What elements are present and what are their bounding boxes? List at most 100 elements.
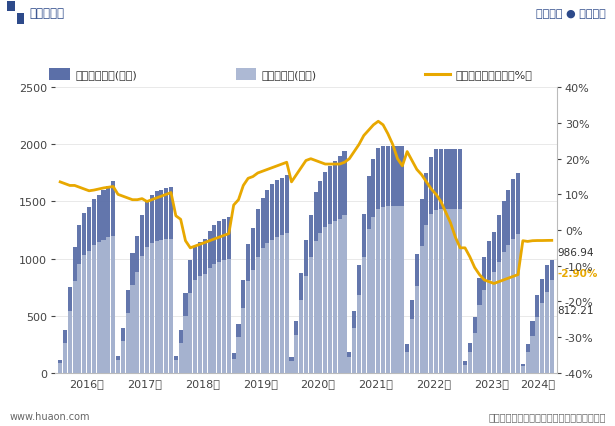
Bar xyxy=(434,210,438,373)
Bar xyxy=(376,149,380,373)
Bar xyxy=(251,228,255,373)
Bar xyxy=(236,337,240,373)
Bar xyxy=(415,286,419,373)
Bar xyxy=(448,150,453,373)
Text: www.huaon.com: www.huaon.com xyxy=(9,411,90,421)
Bar xyxy=(169,188,173,373)
Text: 数据来源：国家统计局；华经产业研究院整理: 数据来源：国家统计局；华经产业研究院整理 xyxy=(488,411,606,421)
Bar xyxy=(154,192,159,373)
Bar xyxy=(477,305,482,373)
Bar xyxy=(521,366,525,373)
Bar xyxy=(149,243,154,373)
Bar xyxy=(111,237,115,373)
Bar xyxy=(241,308,245,373)
Bar xyxy=(174,356,178,373)
Bar xyxy=(97,195,101,373)
Bar xyxy=(304,276,308,373)
Bar xyxy=(63,331,67,373)
Bar xyxy=(280,235,284,373)
Bar xyxy=(395,207,400,373)
Bar xyxy=(217,262,221,373)
Bar xyxy=(270,185,274,373)
Text: 2016-2024年7月山西省房地产投资额及住宅投资额: 2016-2024年7月山西省房地产投资额及住宅投资额 xyxy=(156,35,459,53)
Bar xyxy=(343,152,347,373)
Bar xyxy=(367,177,371,373)
Bar xyxy=(285,176,288,373)
Bar xyxy=(101,190,106,373)
Bar xyxy=(159,190,164,373)
Bar xyxy=(294,322,298,373)
Bar xyxy=(540,279,544,373)
Text: 986.94: 986.94 xyxy=(558,247,594,257)
Bar xyxy=(212,265,216,373)
Bar xyxy=(333,161,337,373)
Bar xyxy=(275,181,279,373)
Bar xyxy=(246,282,250,373)
Bar xyxy=(468,343,472,373)
Bar xyxy=(290,357,293,373)
Bar xyxy=(400,146,405,373)
Bar xyxy=(319,181,322,373)
Bar xyxy=(516,234,520,373)
Bar xyxy=(178,331,183,373)
Bar xyxy=(347,352,351,373)
Bar xyxy=(265,190,269,373)
Text: 812.21: 812.21 xyxy=(558,305,594,316)
Bar xyxy=(183,293,188,373)
Bar xyxy=(429,158,434,373)
Bar xyxy=(116,360,120,373)
Bar xyxy=(164,239,169,373)
Bar xyxy=(261,199,264,373)
Bar xyxy=(511,239,515,373)
Bar xyxy=(362,215,366,373)
Bar xyxy=(328,224,332,373)
Bar xyxy=(386,207,390,373)
Bar xyxy=(149,195,154,373)
Bar xyxy=(443,150,448,373)
Bar xyxy=(227,259,231,373)
Bar xyxy=(7,2,15,12)
Bar xyxy=(463,365,467,373)
Bar xyxy=(256,210,260,373)
Bar xyxy=(487,281,491,373)
Bar xyxy=(492,273,496,373)
Bar xyxy=(270,240,274,373)
Bar xyxy=(410,300,414,373)
Bar xyxy=(319,233,322,373)
Bar xyxy=(193,248,197,373)
Bar xyxy=(352,311,356,373)
Bar xyxy=(145,202,149,373)
Bar xyxy=(545,266,549,373)
Bar xyxy=(111,181,115,373)
Bar xyxy=(516,173,520,373)
Bar xyxy=(550,260,554,373)
Bar xyxy=(453,209,458,373)
Bar xyxy=(135,236,140,373)
Bar xyxy=(391,146,395,373)
Bar xyxy=(439,150,443,373)
Bar xyxy=(424,173,429,373)
Bar xyxy=(125,291,130,373)
Bar xyxy=(482,258,486,373)
Bar xyxy=(130,285,135,373)
Bar xyxy=(159,240,164,373)
Text: 华经情报网: 华经情报网 xyxy=(30,7,65,20)
Bar xyxy=(506,190,510,373)
Bar xyxy=(82,213,86,373)
Bar xyxy=(101,240,106,373)
Bar xyxy=(550,280,554,373)
Bar xyxy=(222,261,226,373)
Bar xyxy=(506,246,510,373)
Bar xyxy=(178,343,183,373)
Bar xyxy=(246,244,250,373)
Bar xyxy=(415,254,419,373)
Bar xyxy=(468,352,472,373)
Bar xyxy=(338,156,342,373)
Bar xyxy=(463,361,467,373)
Bar xyxy=(453,150,458,373)
Bar xyxy=(405,344,409,373)
Bar xyxy=(535,295,539,373)
Bar xyxy=(410,319,414,373)
Bar xyxy=(338,219,342,373)
Bar xyxy=(400,207,405,373)
